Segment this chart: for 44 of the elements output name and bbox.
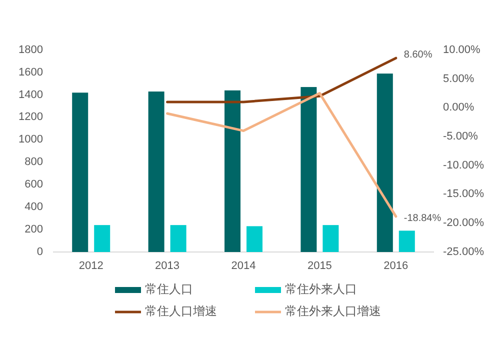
legend-label: 常住人口 [145,282,193,296]
legend-item: 常住人口增速 [115,304,217,318]
data-label: -18.84% [404,213,442,224]
legend-item: 常住外来人口增速 [255,304,381,318]
y-tick-label: 1200 [18,111,43,124]
legend-label: 常住人口增速 [145,304,217,318]
y-tick-label: 400 [24,201,43,214]
y-tick-label: 1400 [18,88,43,101]
bar [246,226,262,252]
x-tick-label: 2014 [231,260,256,272]
y-tick-label: 200 [24,223,43,236]
bar [148,92,164,252]
bar [322,225,339,252]
y2-tick-label: -25.00% [443,246,484,258]
bar [94,225,110,252]
y-tick-label: 1600 [18,66,43,78]
bar [224,90,240,252]
x-tick-label: 2015 [307,260,332,272]
y2-tick-label: -15.00% [443,188,484,200]
y2-tick-label: 0.00% [443,102,474,114]
y-tick-label: 0 [36,246,43,258]
line-series [166,92,398,218]
legend-item: 常住外来人口 [255,282,357,296]
legend-label: 常住外来人口增速 [285,304,381,318]
y2-tick-label: -20.00% [443,217,484,230]
y2-tick-label: -5.00% [443,130,478,142]
x-tick-label: 2012 [78,260,104,272]
legend-label: 常住外来人口 [285,282,357,296]
bar [300,87,317,252]
legend-item: 常住人口 [115,282,193,296]
bar [398,230,415,252]
x-tick-label: 2016 [384,260,408,272]
data-label: 8.60% [404,50,432,61]
y-tick-label: 800 [24,156,43,168]
bar [170,225,186,252]
y2-tick-label: 10.00% [443,44,481,56]
y-tick-label: 600 [24,178,43,191]
bar [376,74,393,252]
y2-tick-label: -10.00% [443,159,484,172]
y-tick-label: 1000 [18,134,43,146]
y-tick-label: 1800 [18,44,43,56]
y2-tick-label: 5.00% [443,72,474,85]
x-tick-label: 2013 [155,260,180,272]
bar [72,92,88,252]
